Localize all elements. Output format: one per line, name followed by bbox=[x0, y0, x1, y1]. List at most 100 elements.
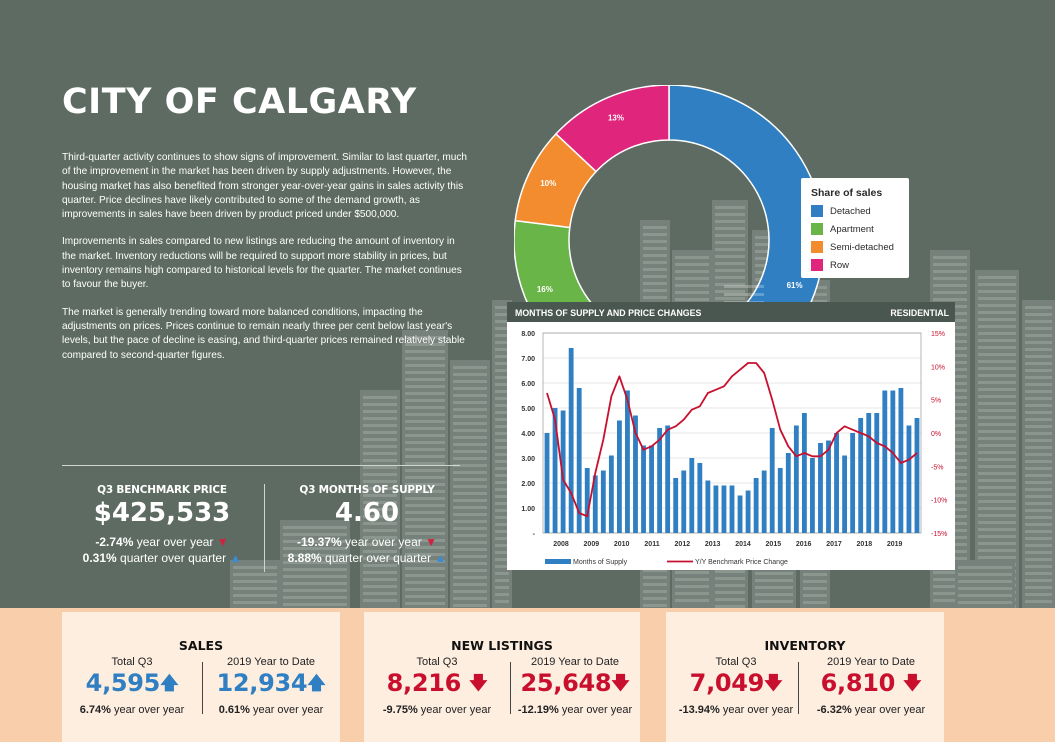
skyline-window-row bbox=[1025, 418, 1052, 421]
skyline-window-row bbox=[363, 431, 397, 434]
arrow-up-icon: ▲ bbox=[434, 551, 447, 565]
bar-months-of-supply bbox=[681, 470, 687, 533]
skyline-window-row bbox=[978, 325, 1016, 328]
skyline-window-row bbox=[978, 486, 1016, 489]
bar-months-of-supply bbox=[665, 425, 671, 533]
sales-ytd: 2019 Year to Date 12,934🡅 0.61% year ove… bbox=[202, 656, 340, 716]
skyline-window-row bbox=[405, 413, 445, 416]
skyline-window-row bbox=[978, 514, 1016, 517]
y-right-tick-label: -15% bbox=[931, 531, 947, 538]
x-tick-label: 2015 bbox=[766, 541, 782, 548]
benchmark-price-stat: Q3 BENCHMARK PRICE $425,533 -2.74% year … bbox=[62, 484, 262, 566]
skyline-window-row bbox=[453, 527, 487, 530]
skyline-window-row bbox=[1025, 383, 1052, 386]
skyline-window-row bbox=[495, 530, 509, 533]
months-supply-yoy: -19.37% year over year ▼ bbox=[268, 534, 466, 550]
change-text: year over year bbox=[561, 704, 633, 716]
skyline-window-row bbox=[978, 346, 1016, 349]
y-left-tick-label: - bbox=[533, 531, 536, 538]
skyline-window-row bbox=[495, 306, 509, 309]
skyline-window-row bbox=[283, 554, 347, 557]
legend-swatch-bar bbox=[545, 559, 571, 564]
skyline-window-row bbox=[715, 584, 745, 587]
bar-months-of-supply bbox=[914, 418, 920, 533]
skyline-window-row bbox=[453, 408, 487, 411]
skyline-window-row bbox=[803, 601, 827, 604]
skyline-window-row bbox=[803, 587, 827, 590]
skyline-window-row bbox=[933, 571, 967, 574]
chart-title: MONTHS OF SUPPLY AND PRICE CHANGES bbox=[515, 308, 702, 318]
y-right-tick-label: 15% bbox=[931, 331, 945, 338]
skyline-window-row bbox=[978, 318, 1016, 321]
skyline-window-row bbox=[1025, 467, 1052, 470]
skyline-window-row bbox=[405, 532, 445, 535]
skyline-window-row bbox=[405, 392, 445, 395]
listings-ytd-label: 2019 Year to Date bbox=[530, 656, 620, 668]
skyline-window-row bbox=[978, 430, 1016, 433]
y-left-tick-label: 6.00 bbox=[521, 381, 535, 388]
bar-months-of-supply bbox=[552, 408, 558, 533]
skyline-window-row bbox=[495, 425, 509, 428]
skyline-window-row bbox=[363, 494, 397, 497]
benchmark-yoy: -2.74% year over year ▼ bbox=[62, 534, 262, 550]
skyline-window-row bbox=[453, 590, 487, 593]
skyline-window-row bbox=[1025, 446, 1052, 449]
skyline-window-row bbox=[755, 572, 793, 575]
change-value: 0.61% bbox=[218, 704, 250, 716]
sales-q3-label: Total Q3 bbox=[111, 656, 153, 668]
skyline-window-row bbox=[978, 381, 1016, 384]
skyline-window-row bbox=[363, 403, 397, 406]
skyline-window-row bbox=[978, 444, 1016, 447]
skyline-window-row bbox=[978, 507, 1016, 510]
listings-q3-value: 8,216 bbox=[386, 669, 462, 697]
skyline-window-row bbox=[643, 226, 667, 229]
x-tick-label: 2013 bbox=[705, 541, 721, 548]
skyline-window-row bbox=[933, 298, 967, 301]
skyline-window-row bbox=[495, 495, 509, 498]
skyline-window-row bbox=[715, 283, 745, 286]
skyline-window-row bbox=[675, 284, 709, 287]
inventory-q3-value: 7,049 bbox=[689, 669, 765, 697]
skyline-window-row bbox=[453, 457, 487, 460]
skyline-window-row bbox=[715, 206, 745, 209]
y-right-tick-label: -10% bbox=[931, 498, 947, 505]
skyline-window-row bbox=[363, 396, 397, 399]
skyline-window-row bbox=[643, 590, 667, 593]
skyline-window-row bbox=[1025, 327, 1052, 330]
skyline-window-row bbox=[453, 520, 487, 523]
skyline-window-row bbox=[233, 594, 277, 597]
skyline-window-row bbox=[715, 241, 745, 244]
skyline-window-row bbox=[1025, 313, 1052, 316]
skyline-window-row bbox=[675, 270, 709, 273]
benchmark-value: $425,533 bbox=[93, 498, 231, 528]
skyline-window-row bbox=[405, 588, 445, 591]
skyline-window-row bbox=[495, 544, 509, 547]
legend-swatch bbox=[811, 223, 823, 235]
skyline-window-row bbox=[933, 270, 967, 273]
skyline-window-row bbox=[363, 522, 397, 525]
skyline-window-row bbox=[405, 504, 445, 507]
legend-label: Apartment bbox=[830, 223, 874, 235]
bar-months-of-supply bbox=[584, 468, 590, 533]
bar-months-of-supply bbox=[777, 468, 783, 533]
skyline-window-row bbox=[978, 367, 1016, 370]
skyline-window-row bbox=[675, 298, 709, 301]
bar-months-of-supply bbox=[882, 390, 888, 533]
skyline-window-row bbox=[933, 284, 967, 287]
skyline-window-row bbox=[283, 596, 347, 599]
bar-months-of-supply bbox=[608, 455, 614, 533]
skyline-window-row bbox=[495, 404, 509, 407]
y-left-tick-label: 7.00 bbox=[521, 356, 535, 363]
skyline-window-row bbox=[958, 587, 1012, 590]
skyline-window-row bbox=[715, 591, 745, 594]
skyline-window-row bbox=[495, 334, 509, 337]
benchmark-yoy-value: -2.74% bbox=[95, 535, 134, 549]
skyline-window-row bbox=[1025, 579, 1052, 582]
page-title: CITY OF CALGARY bbox=[62, 82, 417, 122]
legend-item-apartment: Apartment bbox=[811, 222, 909, 236]
skyline-window-row bbox=[363, 557, 397, 560]
skyline-window-row bbox=[643, 261, 667, 264]
skyline-window-row bbox=[453, 499, 487, 502]
share-of-sales-legend: Share of sales Detached Apartment Semi-d… bbox=[801, 178, 909, 278]
change-value: -13.94% bbox=[678, 704, 720, 716]
